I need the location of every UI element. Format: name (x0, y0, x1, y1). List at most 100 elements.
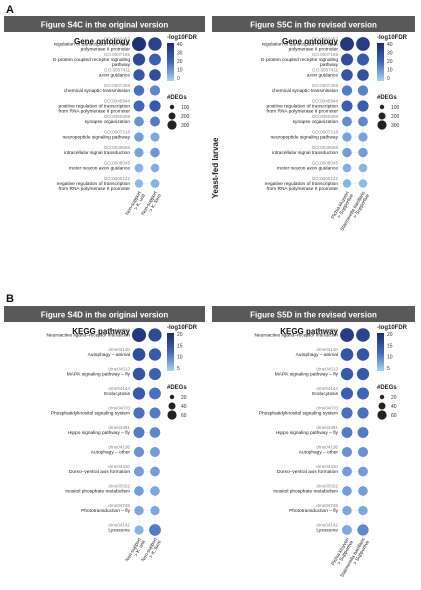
term-name: positive regulation of transcription (59, 104, 131, 110)
term-id: dme04080 (316, 328, 338, 333)
term-name: from RNA polymerase II promoter (267, 186, 339, 192)
degs-tick: 20 (391, 395, 397, 401)
dot (358, 505, 368, 516)
dot (132, 348, 146, 361)
degs-legend-title: #DEGs (167, 95, 187, 101)
fdr-tick: 10 (387, 355, 393, 361)
dot (148, 367, 162, 381)
term-id: dme04142 (316, 523, 338, 528)
term-id: dme04140 (316, 347, 338, 352)
fdr-tick: 0 (177, 76, 180, 82)
term-name: regulation of transcription from RNA (262, 42, 339, 48)
dot (356, 328, 370, 342)
term-name: Dorso–ventral axis formation (277, 469, 338, 475)
dot (150, 163, 160, 173)
term-id: dme04013 (108, 367, 130, 372)
dot (134, 525, 144, 535)
dot (358, 163, 368, 173)
fdr-colorbar (377, 43, 384, 81)
dot (356, 37, 370, 51)
dot (358, 116, 368, 127)
dot (132, 53, 146, 66)
term-id: dme04144 (316, 386, 338, 391)
panel-1: Figure S4C in the original version Gene o… (4, 16, 205, 216)
dot (133, 85, 145, 96)
dot (132, 328, 146, 342)
dot (134, 147, 144, 158)
term-name: Neuroactive ligand–receptor interaction (255, 333, 339, 339)
fdr-tick: 40 (177, 42, 183, 48)
term-id: GO:0007186 (104, 52, 131, 57)
degs-legend-title: #DEGs (377, 385, 397, 391)
term-id: GO:0006357 (104, 37, 131, 42)
term-name: motor neuron axon guidance (277, 166, 338, 172)
dot (134, 486, 144, 496)
panel-title: Gene ontology (74, 37, 131, 46)
dot (342, 147, 352, 158)
dot (132, 387, 146, 400)
term-name: regulation of transcription from RNA (54, 42, 131, 48)
dot (358, 147, 368, 158)
panel-header: Figure S4C in the original version (41, 21, 169, 30)
dot (342, 116, 352, 127)
panel-title: KEGG pathway (280, 327, 338, 336)
term-id: dme04391 (108, 425, 130, 430)
term-id: dme04391 (316, 425, 338, 430)
dot (149, 387, 161, 400)
degs-tick: 100 (181, 105, 190, 111)
dot (356, 367, 370, 381)
term-id: GO:0045944 (104, 99, 131, 104)
dot (342, 163, 352, 173)
degs-legend-dot (167, 120, 177, 130)
fdr-tick: 15 (177, 343, 183, 349)
dot (356, 348, 370, 361)
fdr-tick: 30 (177, 51, 183, 57)
fdr-colorbar (167, 43, 174, 81)
dot (342, 505, 352, 516)
term-id: GO:0050808 (312, 114, 339, 119)
dot (342, 525, 352, 535)
panel-2: Figure S5C in the revised version Gene on… (212, 16, 415, 232)
dot (149, 100, 161, 112)
dot (357, 446, 369, 458)
term-name: Autophagy – animal (88, 352, 130, 358)
term-name: axon guidance (307, 73, 339, 79)
dot (134, 466, 144, 477)
dot (341, 100, 353, 112)
degs-legend-dot (377, 120, 387, 130)
panel-3: Figure S4D in the original version KEGG p… (4, 306, 205, 563)
fdr-legend-title: -log10FDR (167, 325, 198, 331)
degs-legend-title: #DEGs (167, 385, 187, 391)
dot (340, 53, 354, 66)
fdr-legend-title: -log10FDR (377, 35, 408, 41)
term-name: motor neuron axon guidance (69, 166, 130, 172)
panel-a-label: A (6, 4, 14, 16)
fdr-tick: 20 (387, 332, 393, 338)
degs-tick: 40 (181, 404, 187, 410)
dot (341, 85, 353, 96)
dot (134, 132, 144, 142)
fdr-tick: 10 (177, 355, 183, 361)
dot (133, 407, 145, 419)
term-name: chemical synaptic transmission (272, 88, 338, 94)
term-name: Autophagy – animal (296, 352, 338, 358)
term-name: MAPK signaling pathway – fly (67, 372, 131, 378)
fdr-tick: 20 (177, 59, 183, 65)
degs-tick: 20 (181, 395, 187, 401)
degs-tick: 40 (391, 404, 397, 410)
term-id: GO:0007218 (312, 130, 339, 135)
term-id: dme04142 (108, 523, 130, 528)
degs-legend-dot (167, 410, 177, 420)
dot (150, 132, 160, 142)
term-id: dme04080 (108, 328, 130, 333)
dot (357, 387, 369, 400)
dot (150, 447, 160, 457)
dot (358, 179, 368, 188)
dot (342, 486, 352, 496)
degs-tick: 100 (391, 105, 400, 111)
fdr-tick: 5 (387, 366, 390, 372)
panel-b-label: B (6, 293, 14, 305)
term-name: positive regulation of transcription (267, 104, 339, 110)
term-id: dme04136 (108, 445, 130, 450)
